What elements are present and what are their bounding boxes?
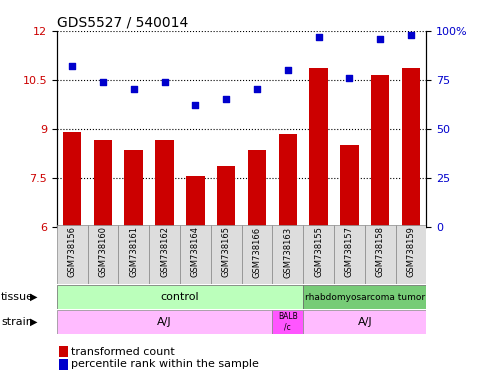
Bar: [242, 225, 272, 284]
Bar: [63, 132, 81, 227]
Text: GSM738160: GSM738160: [99, 227, 107, 277]
Point: [407, 31, 415, 38]
Point: [99, 79, 107, 85]
Text: tissue: tissue: [1, 292, 34, 302]
Bar: [149, 225, 180, 284]
Point: [68, 63, 76, 69]
Point: [222, 96, 230, 103]
Text: A/J: A/J: [357, 317, 372, 327]
Text: GSM738158: GSM738158: [376, 227, 385, 277]
Bar: [211, 225, 242, 284]
Text: ▶: ▶: [30, 292, 37, 302]
Text: BALB
/c: BALB /c: [278, 313, 298, 332]
Bar: [272, 310, 303, 334]
Bar: [303, 310, 426, 334]
Text: GSM738155: GSM738155: [314, 227, 323, 277]
Text: GSM738157: GSM738157: [345, 227, 354, 277]
Text: GSM738165: GSM738165: [222, 227, 231, 277]
Text: GSM738161: GSM738161: [129, 227, 138, 277]
Bar: [155, 140, 174, 227]
Bar: [402, 68, 420, 227]
Bar: [340, 145, 358, 227]
Bar: [118, 225, 149, 284]
Bar: [94, 140, 112, 227]
Bar: [272, 225, 303, 284]
Bar: [217, 166, 235, 227]
Point: [161, 79, 169, 85]
Point: [346, 74, 353, 81]
Bar: [180, 225, 211, 284]
Bar: [88, 225, 118, 284]
Text: rhabdomyosarcoma tumor: rhabdomyosarcoma tumor: [305, 293, 425, 302]
Text: A/J: A/J: [157, 317, 172, 327]
Text: GSM738164: GSM738164: [191, 227, 200, 277]
Text: ▶: ▶: [30, 317, 37, 327]
Point: [315, 33, 322, 40]
Bar: [395, 225, 426, 284]
Bar: [303, 285, 426, 309]
Bar: [310, 68, 328, 227]
Bar: [334, 225, 365, 284]
Bar: [247, 150, 266, 227]
Bar: [57, 310, 272, 334]
Text: GSM738166: GSM738166: [252, 227, 261, 278]
Bar: [124, 150, 143, 227]
Point: [284, 67, 292, 73]
Text: control: control: [161, 292, 199, 302]
Text: GSM738163: GSM738163: [283, 227, 292, 278]
Bar: [365, 225, 395, 284]
Point: [191, 102, 199, 108]
Text: transformed count: transformed count: [71, 347, 175, 357]
Bar: [371, 75, 389, 227]
Bar: [57, 225, 88, 284]
Bar: [186, 176, 205, 227]
Text: GSM738162: GSM738162: [160, 227, 169, 277]
Point: [130, 86, 138, 93]
Bar: [303, 225, 334, 284]
Point: [376, 35, 384, 41]
Text: GDS5527 / 540014: GDS5527 / 540014: [57, 16, 188, 30]
Text: GSM738159: GSM738159: [407, 227, 416, 277]
Text: percentile rank within the sample: percentile rank within the sample: [71, 359, 259, 369]
Point: [253, 86, 261, 93]
Text: GSM738156: GSM738156: [68, 227, 76, 277]
Text: strain: strain: [1, 317, 33, 327]
Bar: [279, 134, 297, 227]
Bar: [57, 285, 303, 309]
